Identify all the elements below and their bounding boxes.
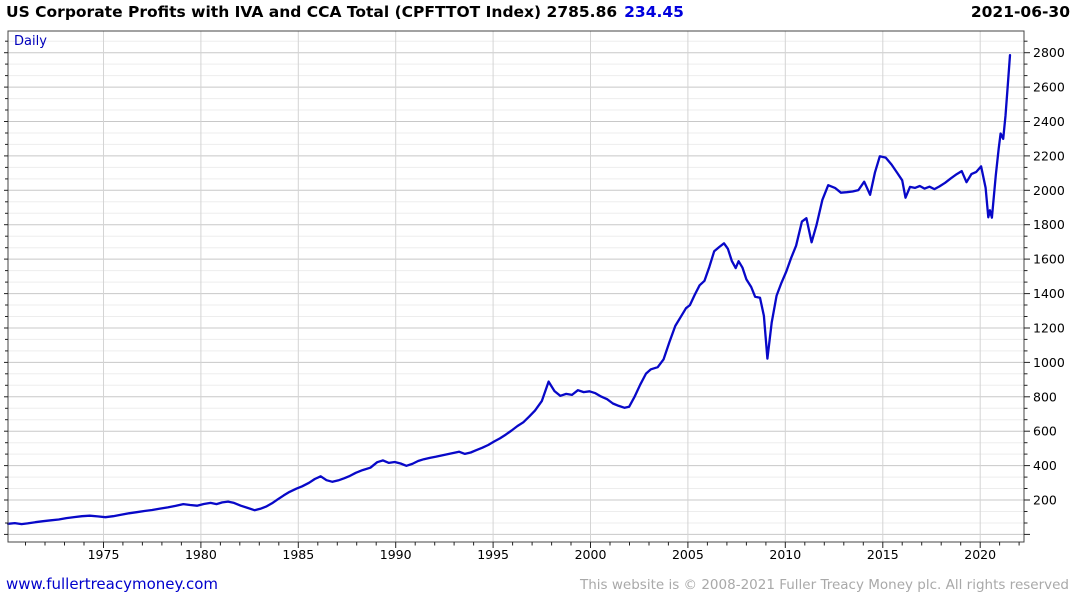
axis-ticks [4, 40, 1030, 548]
y-tick-label: 1000 [1033, 355, 1065, 370]
x-tick-label: 2005 [672, 547, 704, 562]
y-tick-label: 1800 [1033, 217, 1065, 232]
chart-date: 2021-06-30 [970, 3, 1070, 21]
plot-border [7, 30, 1025, 543]
series-line[interactable] [6, 53, 1012, 526]
y-tick-label: 600 [1033, 424, 1057, 439]
y-tick-label: 400 [1033, 458, 1057, 473]
header-bar: US Corporate Profits with IVA and CCA To… [0, 0, 1075, 26]
y-tick-label: 200 [1033, 493, 1057, 508]
y-tick-label: 2200 [1033, 148, 1065, 163]
x-tick-label: 2000 [575, 547, 607, 562]
x-tick-label: 2010 [769, 547, 801, 562]
copyright-text: This website is © 2008-2021 Fuller Treac… [580, 577, 1069, 593]
x-tick-label: 1975 [88, 547, 120, 562]
price-series[interactable] [6, 53, 1012, 526]
y-tick-label: 800 [1033, 389, 1057, 404]
chart-canvas[interactable]: 200 400 600 800 1000 1200 1400 1600 1800 2000 2200… [0, 0, 1075, 570]
x-tick-label: 1980 [185, 547, 217, 562]
change-value: 234.45 [624, 3, 684, 21]
site-link[interactable]: www.fullertreacymoney.com [6, 575, 219, 593]
h-gridlines-major [8, 52, 1024, 535]
frequency-label: Daily [14, 34, 47, 49]
y-tick-label: 1200 [1033, 321, 1065, 336]
v-gridlines [103, 31, 981, 542]
x-tick-label: 1990 [380, 547, 412, 562]
y-tick-label: 2800 [1033, 45, 1065, 60]
y-tick-label: 2600 [1033, 80, 1065, 95]
y-tick-label: 2400 [1033, 114, 1065, 129]
x-tick-label: 1985 [282, 547, 314, 562]
x-tick-label: 2015 [867, 547, 899, 562]
x-tick-label: 2020 [964, 547, 996, 562]
chart-title: US Corporate Profits with IVA and CCA To… [6, 3, 618, 21]
y-axis-labels: 200 400 600 800 1000 1200 1400 1600 1800 2000 2200… [1033, 45, 1065, 507]
y-tick-label: 1600 [1033, 252, 1065, 267]
y-tick-label: 2000 [1033, 183, 1065, 198]
x-axis-labels: 1975 1980 1985 1990 1995 2000 2005 2010 2015 2020 [88, 547, 997, 562]
x-tick-label: 1995 [477, 547, 509, 562]
y-tick-label: 1400 [1033, 286, 1065, 301]
h-gridlines-minor [8, 40, 1024, 524]
title-group: US Corporate Profits with IVA and CCA To… [6, 3, 684, 21]
